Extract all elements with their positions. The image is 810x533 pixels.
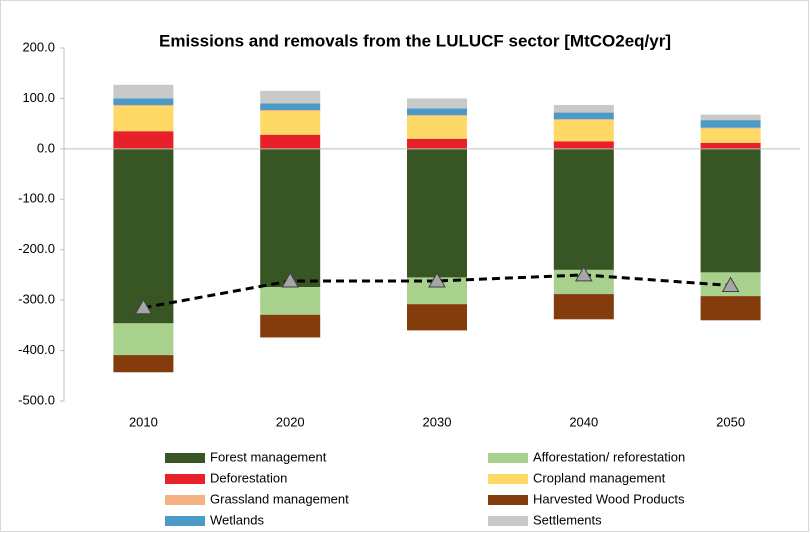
bar-segment [407,115,467,117]
bar-segment [113,323,174,356]
bar-segment [553,120,614,142]
legend-swatch [488,516,528,526]
legend-label: Afforestation/ reforestation [533,449,685,464]
bar-segment [113,131,174,149]
y-tick-label: -200.0 [18,241,55,256]
x-tick-label: 2040 [569,414,598,429]
net-marker [574,265,593,282]
legend-label: Grassland management [210,491,349,506]
legend-label: Wetlands [210,512,264,527]
bar-segment [113,104,174,106]
bar-segment [700,127,761,129]
bar-segment [260,148,321,288]
bar-segment [407,98,467,109]
net-marker [281,271,300,288]
bar-segment [260,110,321,112]
bar-segment [700,142,761,149]
bar-segment [407,116,467,139]
bar-segment [700,128,761,143]
bar-segment [113,98,174,105]
legend-label: Harvested Wood Products [533,491,685,506]
bar-segment [113,148,174,324]
net-marker [428,271,446,288]
legend-label: Forest management [210,449,327,464]
bar-segment [553,141,614,149]
bar-segment [260,103,321,111]
bar-segment [553,119,614,121]
bar-segment [553,104,614,113]
legend-swatch [165,495,205,505]
y-tick-label: -500.0 [18,392,55,407]
bar-segment [113,355,174,373]
y-tick-label: -300.0 [18,292,55,307]
legend-label: Deforestation [210,470,287,485]
bar-segment [553,112,614,120]
bar-segment [113,105,174,132]
legend-swatch [165,516,205,526]
legend-swatch [488,495,528,505]
bar-segment [260,111,321,135]
x-tick-label: 2020 [276,414,305,429]
bar-segment [407,304,467,331]
net-marker [721,276,740,293]
legend-swatch [165,474,205,484]
legend-swatch [165,453,205,463]
net-marker [134,298,153,315]
legend-swatch [488,474,528,484]
bar-segment [700,120,761,128]
bar-segment [407,108,467,116]
bar-segment [260,314,321,338]
bar-segment [260,287,321,315]
bar-segment [260,134,321,149]
x-tick-label: 2050 [716,414,745,429]
bar-segment [113,84,174,99]
bar-segment [700,148,761,273]
legend-swatch [488,453,528,463]
bar-segment [407,148,467,278]
x-tick-label: 2030 [423,414,452,429]
bar-segment [260,90,321,104]
y-tick-label: 100.0 [22,90,55,105]
y-tick-label: 0.0 [37,140,55,155]
legend-label: Settlements [533,512,602,527]
bar-segment [553,148,614,270]
bar-segment [700,114,761,121]
x-tick-label: 2010 [129,414,158,429]
y-tick-label: -400.0 [18,342,55,357]
y-tick-label: -100.0 [18,191,55,206]
bar-segment [407,138,467,149]
chart-title: Emissions and removals from the LULUCF s… [159,31,671,50]
legend-label: Cropland management [533,470,666,485]
bar-segment [553,294,614,320]
bar-segment [700,296,761,321]
y-tick-label: 200.0 [22,39,55,54]
